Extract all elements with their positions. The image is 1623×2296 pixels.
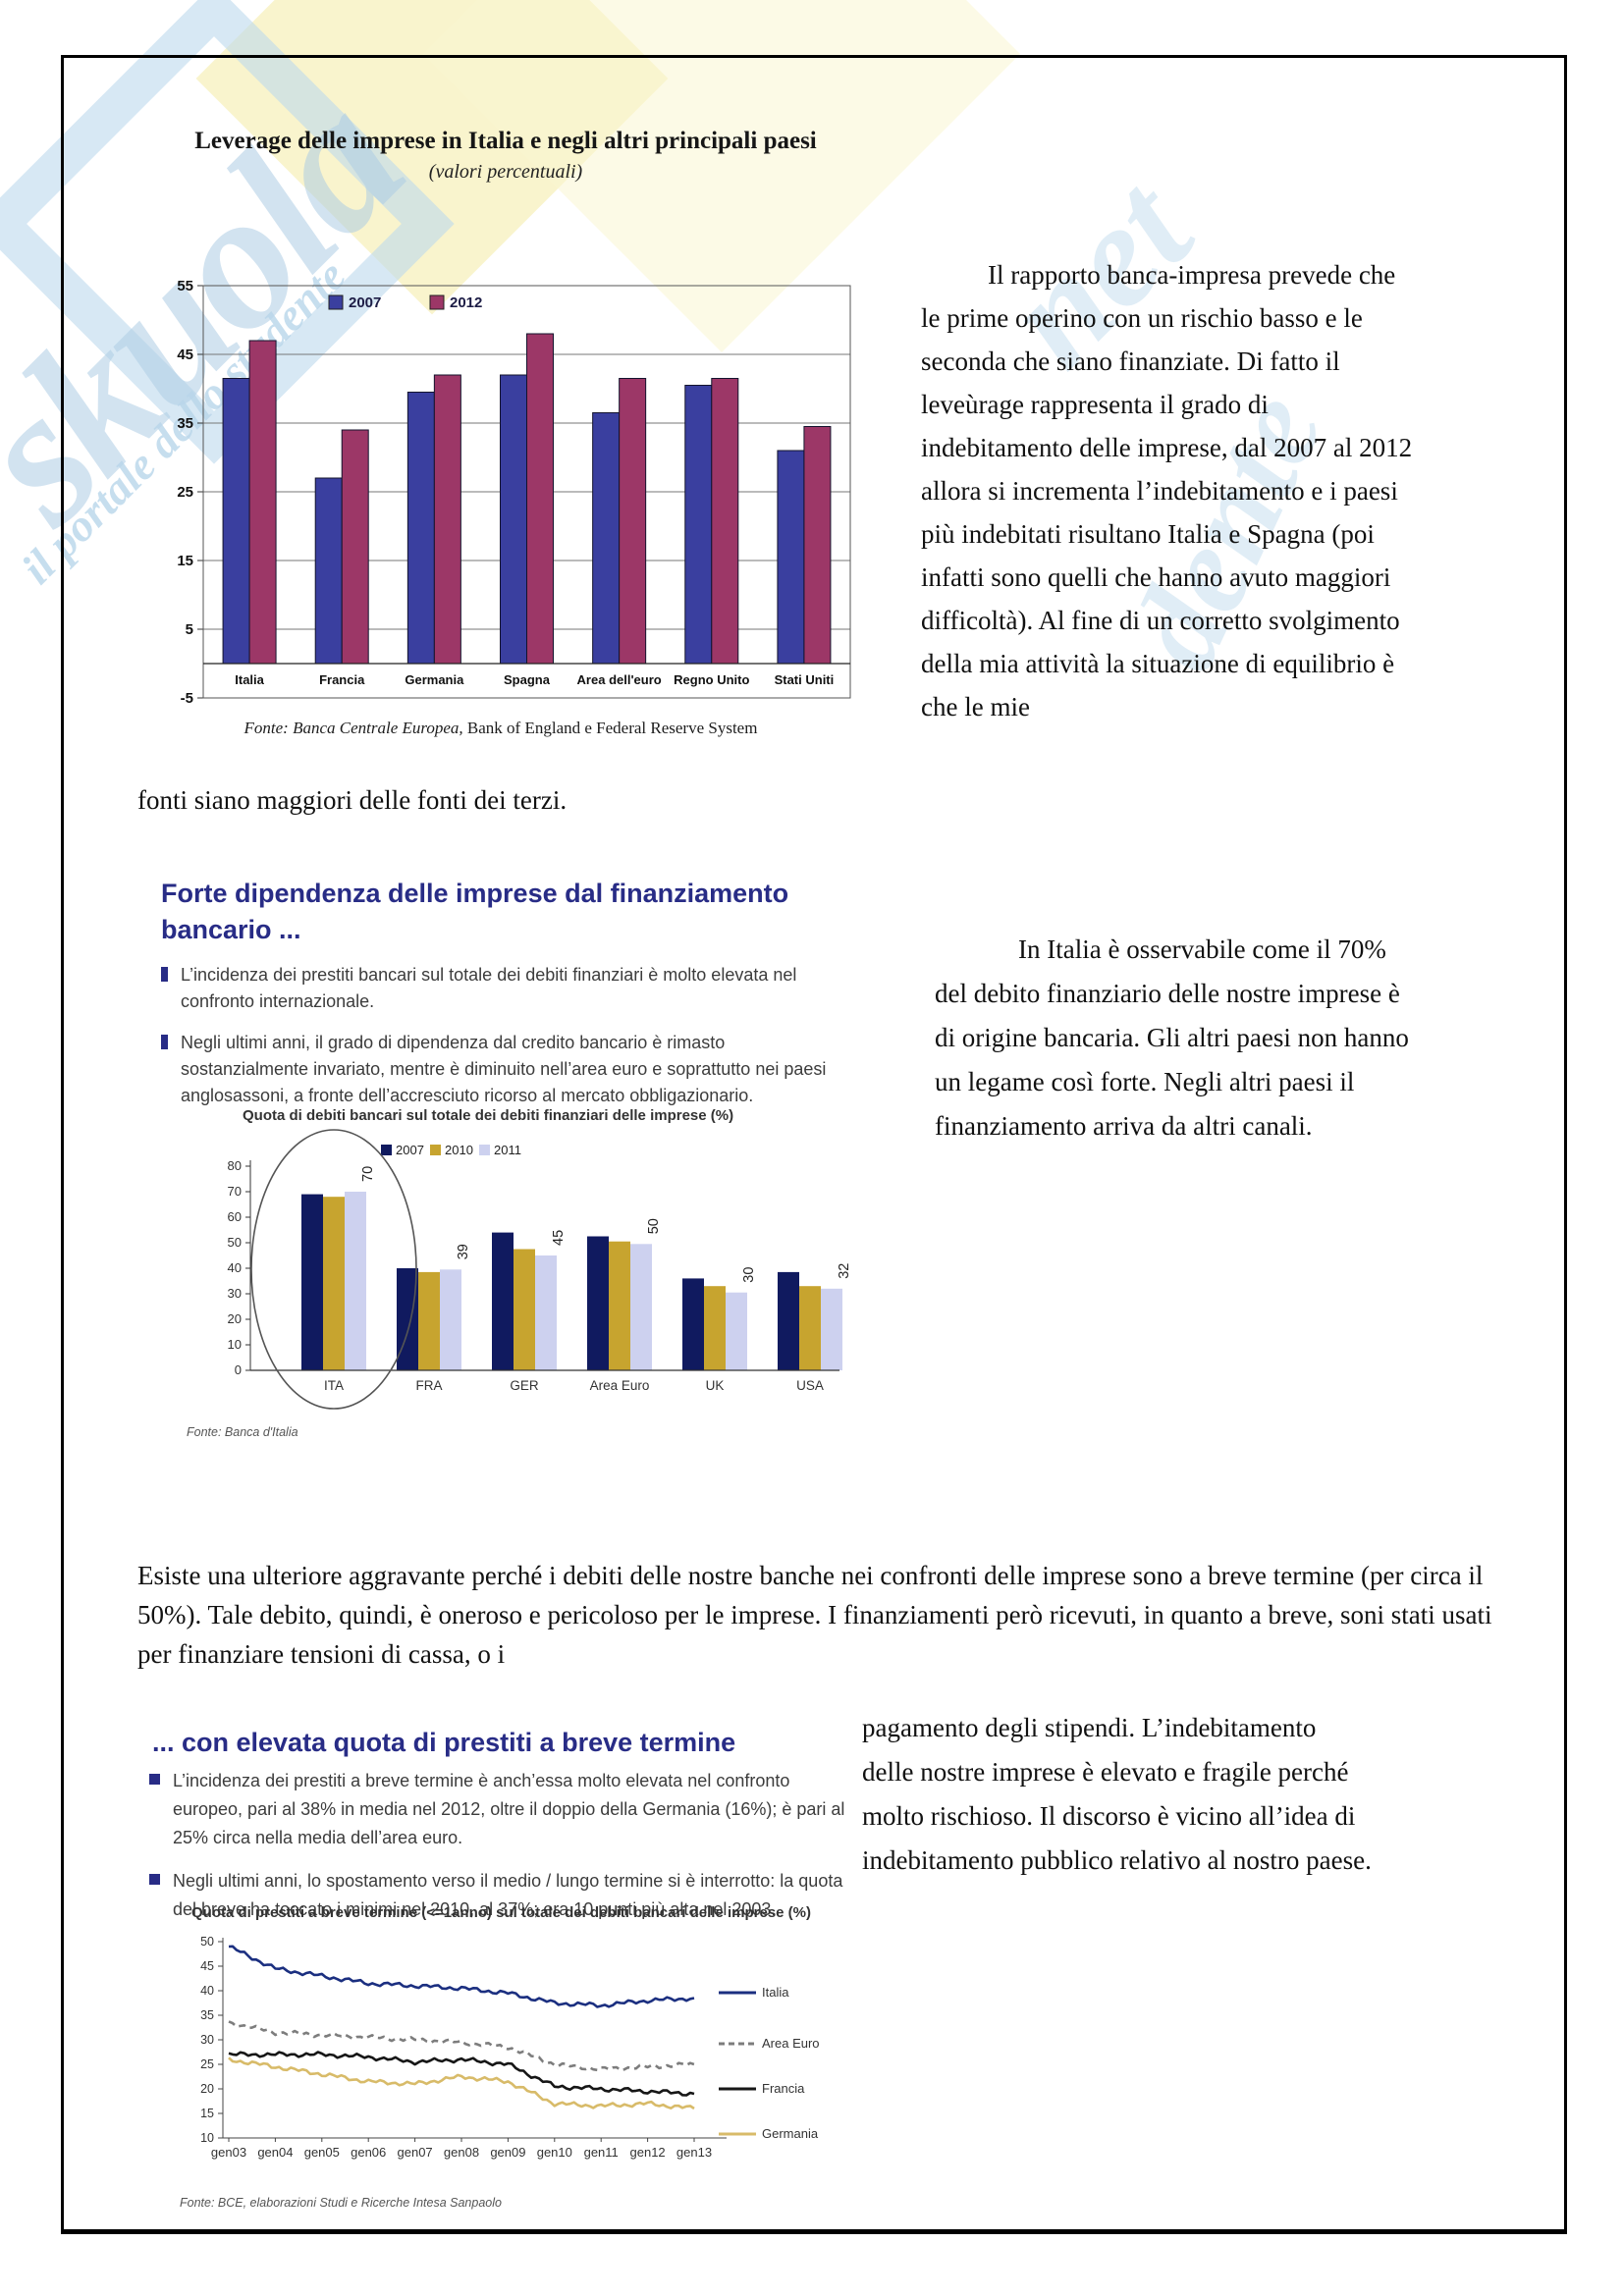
svg-text:25: 25 bbox=[200, 2057, 214, 2071]
svg-text:gen07: gen07 bbox=[398, 2145, 433, 2160]
svg-text:15: 15 bbox=[200, 2107, 214, 2120]
bullet-item: L’incidenza dei prestiti a breve termine… bbox=[149, 1767, 856, 1852]
svg-text:50: 50 bbox=[200, 1935, 214, 1949]
svg-text:10: 10 bbox=[200, 2131, 214, 2145]
svg-text:25: 25 bbox=[177, 484, 193, 501]
svg-text:Stati Uniti: Stati Uniti bbox=[775, 672, 835, 687]
svg-text:45: 45 bbox=[177, 347, 193, 363]
svg-text:UK: UK bbox=[706, 1378, 725, 1393]
bullet-item: Negli ultimi anni, il grado di dipendenz… bbox=[161, 1030, 848, 1109]
svg-text:gen13: gen13 bbox=[676, 2145, 712, 2160]
paragraph-continuation: fonti siano maggiori delle fonti dei ter… bbox=[137, 785, 568, 815]
svg-text:gen04: gen04 bbox=[257, 2145, 293, 2160]
svg-text:Area Euro: Area Euro bbox=[590, 1378, 650, 1393]
svg-text:60: 60 bbox=[228, 1209, 242, 1224]
bullet-marker-icon bbox=[161, 1035, 168, 1049]
svg-text:2011: 2011 bbox=[494, 1143, 521, 1157]
paragraph-aggravante: Esiste una ulteriore aggravante perché i… bbox=[137, 1561, 1492, 1669]
slide2-heading: Forte dipendenza delle imprese dal finan… bbox=[161, 879, 789, 944]
debiti-bancari-bar-chart: 0 10 20 30 40 50 60 70 80 70 ITA 39 FRA 45 GER 50 Area E… bbox=[228, 1129, 852, 1410]
slide2-bullets: L’incidenza dei prestiti bancari sul tot… bbox=[161, 962, 848, 1124]
svg-text:Germania: Germania bbox=[405, 672, 464, 687]
svg-text:Area dell'euro: Area dell'euro bbox=[577, 672, 662, 687]
svg-text:Francia: Francia bbox=[762, 2081, 805, 2096]
svg-text:Francia: Francia bbox=[319, 672, 365, 687]
bullet-item: Negli ultimi anni, lo spostamento verso … bbox=[149, 1867, 856, 1924]
svg-text:Italia: Italia bbox=[235, 672, 264, 687]
bullet-marker-icon bbox=[149, 1774, 160, 1785]
chart1-subtitle: (valori percentuali) bbox=[428, 161, 583, 183]
chart2-title: Quota di debiti bancari sul totale dei d… bbox=[243, 1107, 734, 1124]
svg-text:gen09: gen09 bbox=[490, 2145, 525, 2160]
bullet-marker-icon bbox=[149, 1874, 160, 1885]
chart3-title: Quota di prestiti a breve termine (<=1an… bbox=[191, 1904, 811, 1921]
svg-text:gen08: gen08 bbox=[444, 2145, 479, 2160]
bullet-text: Negli ultimi anni, il grado di dipendenz… bbox=[181, 1033, 827, 1105]
svg-text:0: 0 bbox=[235, 1362, 242, 1377]
svg-text:50: 50 bbox=[228, 1235, 242, 1250]
svg-text:50: 50 bbox=[646, 1218, 662, 1234]
svg-text:55: 55 bbox=[177, 278, 193, 294]
svg-text:35: 35 bbox=[200, 2008, 214, 2022]
svg-text:20: 20 bbox=[200, 2082, 214, 2096]
paragraph-banca-impresa: Il rapporto banca-impresa prevede che le… bbox=[921, 260, 1413, 721]
chart1-source-roman: Bank of England e Federal Reserve System bbox=[462, 719, 758, 737]
paragraph-stipendi: pagamento degli stipendi. L’indebitament… bbox=[862, 1713, 1372, 1875]
chart1-source: Fonte: Banca Centrale Europea, Bank of E… bbox=[118, 719, 884, 738]
slide3-bullets: L’incidenza dei prestiti a breve termine… bbox=[149, 1767, 856, 1939]
svg-text:39: 39 bbox=[456, 1244, 471, 1259]
paragraph-italia-70: In Italia è osservabile come il 70% del … bbox=[935, 934, 1409, 1141]
svg-text:Regno Unito: Regno Unito bbox=[674, 672, 749, 687]
svg-text:GER: GER bbox=[510, 1378, 539, 1393]
svg-text:45: 45 bbox=[200, 1959, 214, 1973]
svg-text:30: 30 bbox=[228, 1286, 242, 1301]
svg-text:2007: 2007 bbox=[396, 1143, 424, 1157]
svg-text:Spagna: Spagna bbox=[504, 672, 551, 687]
chart1-title: Leverage delle imprese in Italia e negli… bbox=[194, 128, 817, 154]
svg-text:USA: USA bbox=[796, 1378, 824, 1393]
chart3-source: Fonte: BCE, elaborazioni Studi e Ricerch… bbox=[180, 2196, 502, 2210]
leverage-bar-chart: 55 45 35 25 15 5 -5 Italia Francia Germania Spagna… bbox=[177, 278, 851, 707]
chart1-source-italic: Fonte: Banca Centrale Europea, bbox=[243, 719, 463, 737]
svg-text:Italia: Italia bbox=[762, 1985, 789, 2000]
bullet-item: L’incidenza dei prestiti bancari sul tot… bbox=[161, 962, 848, 1015]
svg-text:Area Euro: Area Euro bbox=[762, 2036, 820, 2051]
svg-text:70: 70 bbox=[228, 1184, 242, 1199]
svg-text:gen10: gen10 bbox=[537, 2145, 572, 2160]
svg-text:gen12: gen12 bbox=[630, 2145, 666, 2160]
svg-text:gen03: gen03 bbox=[211, 2145, 246, 2160]
bullet-text: L’incidenza dei prestiti a breve termine… bbox=[173, 1771, 845, 1847]
svg-text:gen06: gen06 bbox=[351, 2145, 386, 2160]
svg-text:gen05: gen05 bbox=[304, 2145, 340, 2160]
svg-text:ITA: ITA bbox=[324, 1378, 344, 1393]
svg-text:30: 30 bbox=[741, 1267, 757, 1283]
svg-text:45: 45 bbox=[551, 1230, 567, 1246]
svg-text:70: 70 bbox=[360, 1166, 376, 1182]
bullet-text: Negli ultimi anni, lo spostamento verso … bbox=[173, 1871, 843, 1919]
svg-text:FRA: FRA bbox=[416, 1378, 443, 1393]
svg-text:gen11: gen11 bbox=[584, 2145, 619, 2160]
svg-text:2010: 2010 bbox=[445, 1143, 473, 1157]
svg-text:5: 5 bbox=[186, 621, 193, 638]
svg-text:20: 20 bbox=[228, 1311, 242, 1326]
svg-text:Germania: Germania bbox=[762, 2126, 819, 2141]
bullet-marker-icon bbox=[161, 967, 168, 982]
svg-text:2012: 2012 bbox=[450, 294, 482, 311]
svg-text:15: 15 bbox=[177, 553, 193, 569]
svg-text:32: 32 bbox=[837, 1263, 852, 1279]
svg-text:-5: -5 bbox=[181, 690, 193, 707]
bullet-text: L’incidenza dei prestiti bancari sul tot… bbox=[181, 965, 797, 1011]
svg-text:30: 30 bbox=[200, 2033, 214, 2047]
svg-text:40: 40 bbox=[200, 1984, 214, 1998]
slide3-heading: ... con elevata quota di prestiti a brev… bbox=[152, 1728, 736, 1757]
svg-text:10: 10 bbox=[228, 1337, 242, 1352]
chart2-source: Fonte: Banca d'Italia bbox=[187, 1425, 298, 1439]
svg-text:35: 35 bbox=[177, 415, 193, 432]
svg-text:40: 40 bbox=[228, 1260, 242, 1275]
svg-text:2007: 2007 bbox=[349, 294, 381, 311]
svg-text:80: 80 bbox=[228, 1158, 242, 1173]
